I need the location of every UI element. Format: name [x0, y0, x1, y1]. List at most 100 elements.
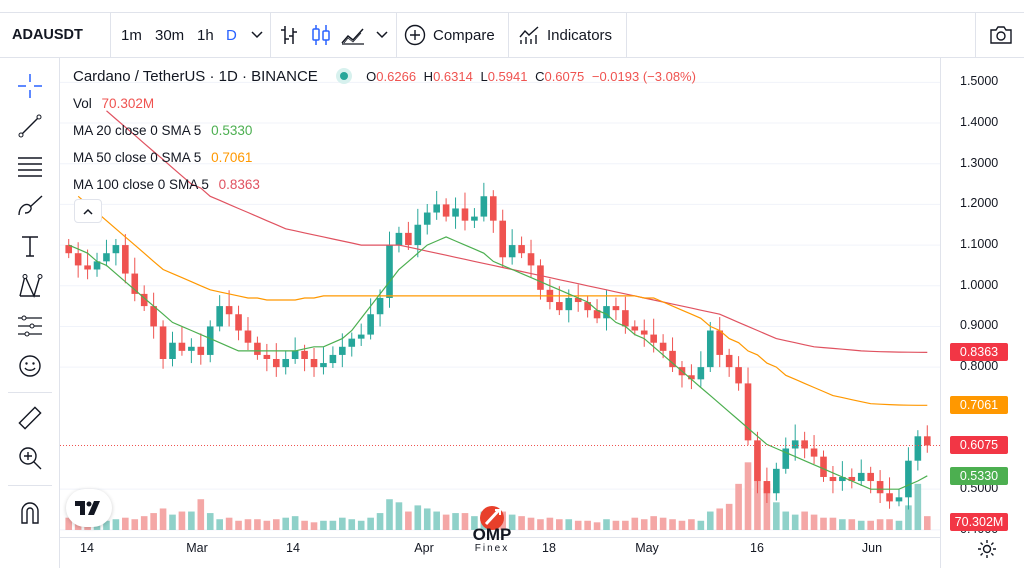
symbol-label: ADAUSDT: [12, 27, 83, 43]
candle-body: [763, 481, 771, 494]
volume-bar: [339, 517, 346, 530]
top-toolbar: ADAUSDT 1m 30m 1h D Compare Indicators: [0, 12, 1024, 58]
ohlc-o-label: O: [366, 69, 377, 84]
ohlc-l-value: 0.5941: [487, 69, 528, 84]
candle-body: [782, 448, 790, 469]
divider: [8, 392, 52, 393]
candle-body: [631, 326, 639, 331]
interval-1h[interactable]: 1h: [197, 13, 214, 57]
candle-body: [688, 375, 695, 380]
chart-type-chevron-icon[interactable]: [376, 13, 388, 57]
candles-chart-type-icon[interactable]: [311, 13, 331, 57]
legend-ma20-row[interactable]: MA 20 close 0 SMA 5 0.5330: [73, 123, 252, 138]
volume-bar: [206, 513, 214, 530]
candle-body: [357, 334, 365, 339]
volume-bar: [810, 514, 818, 530]
candle-body: [565, 297, 573, 311]
candle-body: [301, 350, 308, 359]
crosshair-icon[interactable]: [14, 70, 46, 102]
divider: [110, 13, 111, 57]
vol-value: 70.302M: [101, 96, 155, 111]
symbol-search[interactable]: ADAUSDT: [12, 13, 83, 57]
indicators-label: Indicators: [547, 26, 613, 44]
candle-body: [622, 310, 629, 327]
candle-body: [867, 472, 874, 482]
compare-button[interactable]: Compare: [404, 13, 495, 57]
volume-bar: [546, 517, 554, 530]
candle-body: [574, 297, 582, 303]
candle-body: [216, 306, 223, 327]
candle-body: [773, 468, 780, 494]
magnet-icon[interactable]: [14, 496, 46, 528]
volume-bar: [263, 520, 271, 530]
time-tick-label: 14: [80, 541, 94, 555]
area-chart-type-icon[interactable]: [341, 13, 365, 57]
candle-body: [225, 306, 233, 315]
ruler-icon[interactable]: [14, 402, 46, 434]
gear-icon[interactable]: [977, 539, 997, 559]
tradingview-logo[interactable]: [66, 489, 112, 527]
legend-ma100-row[interactable]: MA 100 close 0 SMA 5 0.8363: [73, 177, 260, 192]
divider: [270, 13, 271, 57]
legend-ma50-row[interactable]: MA 50 close 0 SMA 5 0.7061: [73, 150, 252, 165]
price-tick-label: 1.0000: [960, 277, 999, 292]
legend-title-row: Cardano / TetherUS · 1D · BINANCE O0.626…: [73, 68, 696, 85]
volume-bar: [301, 520, 308, 530]
plus-circle-icon: [404, 24, 426, 46]
volume-bar: [820, 517, 827, 530]
bar-chart-type-icon[interactable]: [279, 13, 299, 57]
emoji-icon[interactable]: [14, 350, 46, 382]
volume-bar: [688, 519, 695, 530]
zoom-in-icon[interactable]: [14, 442, 46, 474]
volume-bar: [678, 520, 686, 530]
volume-bar: [716, 508, 724, 530]
horizontal-lines-icon[interactable]: [14, 150, 46, 182]
time-axis-border: [60, 537, 940, 538]
candle-body: [829, 476, 837, 482]
interval-30m[interactable]: 30m: [155, 13, 184, 57]
candle-body: [914, 436, 922, 461]
interval-1m[interactable]: 1m: [121, 13, 142, 57]
candle-body: [659, 342, 667, 351]
time-tick-label: Jun: [861, 541, 883, 555]
pattern-tool-icon[interactable]: [14, 270, 46, 302]
tradingview-logo-icon: [75, 501, 100, 515]
prediction-tool-icon[interactable]: [14, 310, 46, 342]
market-status-dot: [339, 72, 348, 80]
camera-icon[interactable]: [989, 13, 1013, 57]
candle-body: [452, 208, 459, 217]
trend-line-icon[interactable]: [14, 110, 46, 142]
divider: [626, 13, 627, 57]
volume-bar: [584, 520, 591, 530]
volume-bar: [556, 519, 563, 530]
volume-bar: [773, 502, 780, 530]
ohlc-h-value: 0.6314: [433, 69, 473, 84]
interval-d[interactable]: D: [226, 13, 237, 57]
candle-body: [461, 208, 469, 221]
price-chart[interactable]: [60, 58, 940, 538]
indicators-button[interactable]: Indicators: [518, 13, 612, 57]
text-tool-icon[interactable]: [14, 230, 46, 262]
brush-icon[interactable]: [14, 190, 46, 222]
interval-dropdown-chevron-icon[interactable]: [251, 13, 263, 57]
candle-body: [244, 330, 252, 343]
candle-body: [112, 245, 120, 254]
price-badge: 0.5330: [950, 466, 1008, 485]
volume-bar: [376, 513, 384, 530]
volume-bar: [348, 519, 356, 530]
volume-bar: [744, 462, 752, 530]
volume-bar: [612, 520, 620, 530]
candle-body: [895, 497, 903, 502]
volume-bar: [244, 519, 252, 530]
ma100-value: 0.8363: [218, 177, 260, 192]
collapse-legend-button[interactable]: [74, 199, 102, 223]
volume-bar: [735, 483, 742, 530]
volume-bar: [254, 519, 261, 530]
ohlc-h-label: H: [423, 69, 434, 84]
legend-volume-row[interactable]: Vol 70.302M: [73, 96, 154, 111]
candle-body: [857, 472, 865, 482]
volume-bar: [518, 516, 525, 530]
volume-bar: [622, 520, 629, 530]
vol-label: Vol: [73, 96, 92, 111]
time-tick-label: May: [635, 541, 659, 555]
